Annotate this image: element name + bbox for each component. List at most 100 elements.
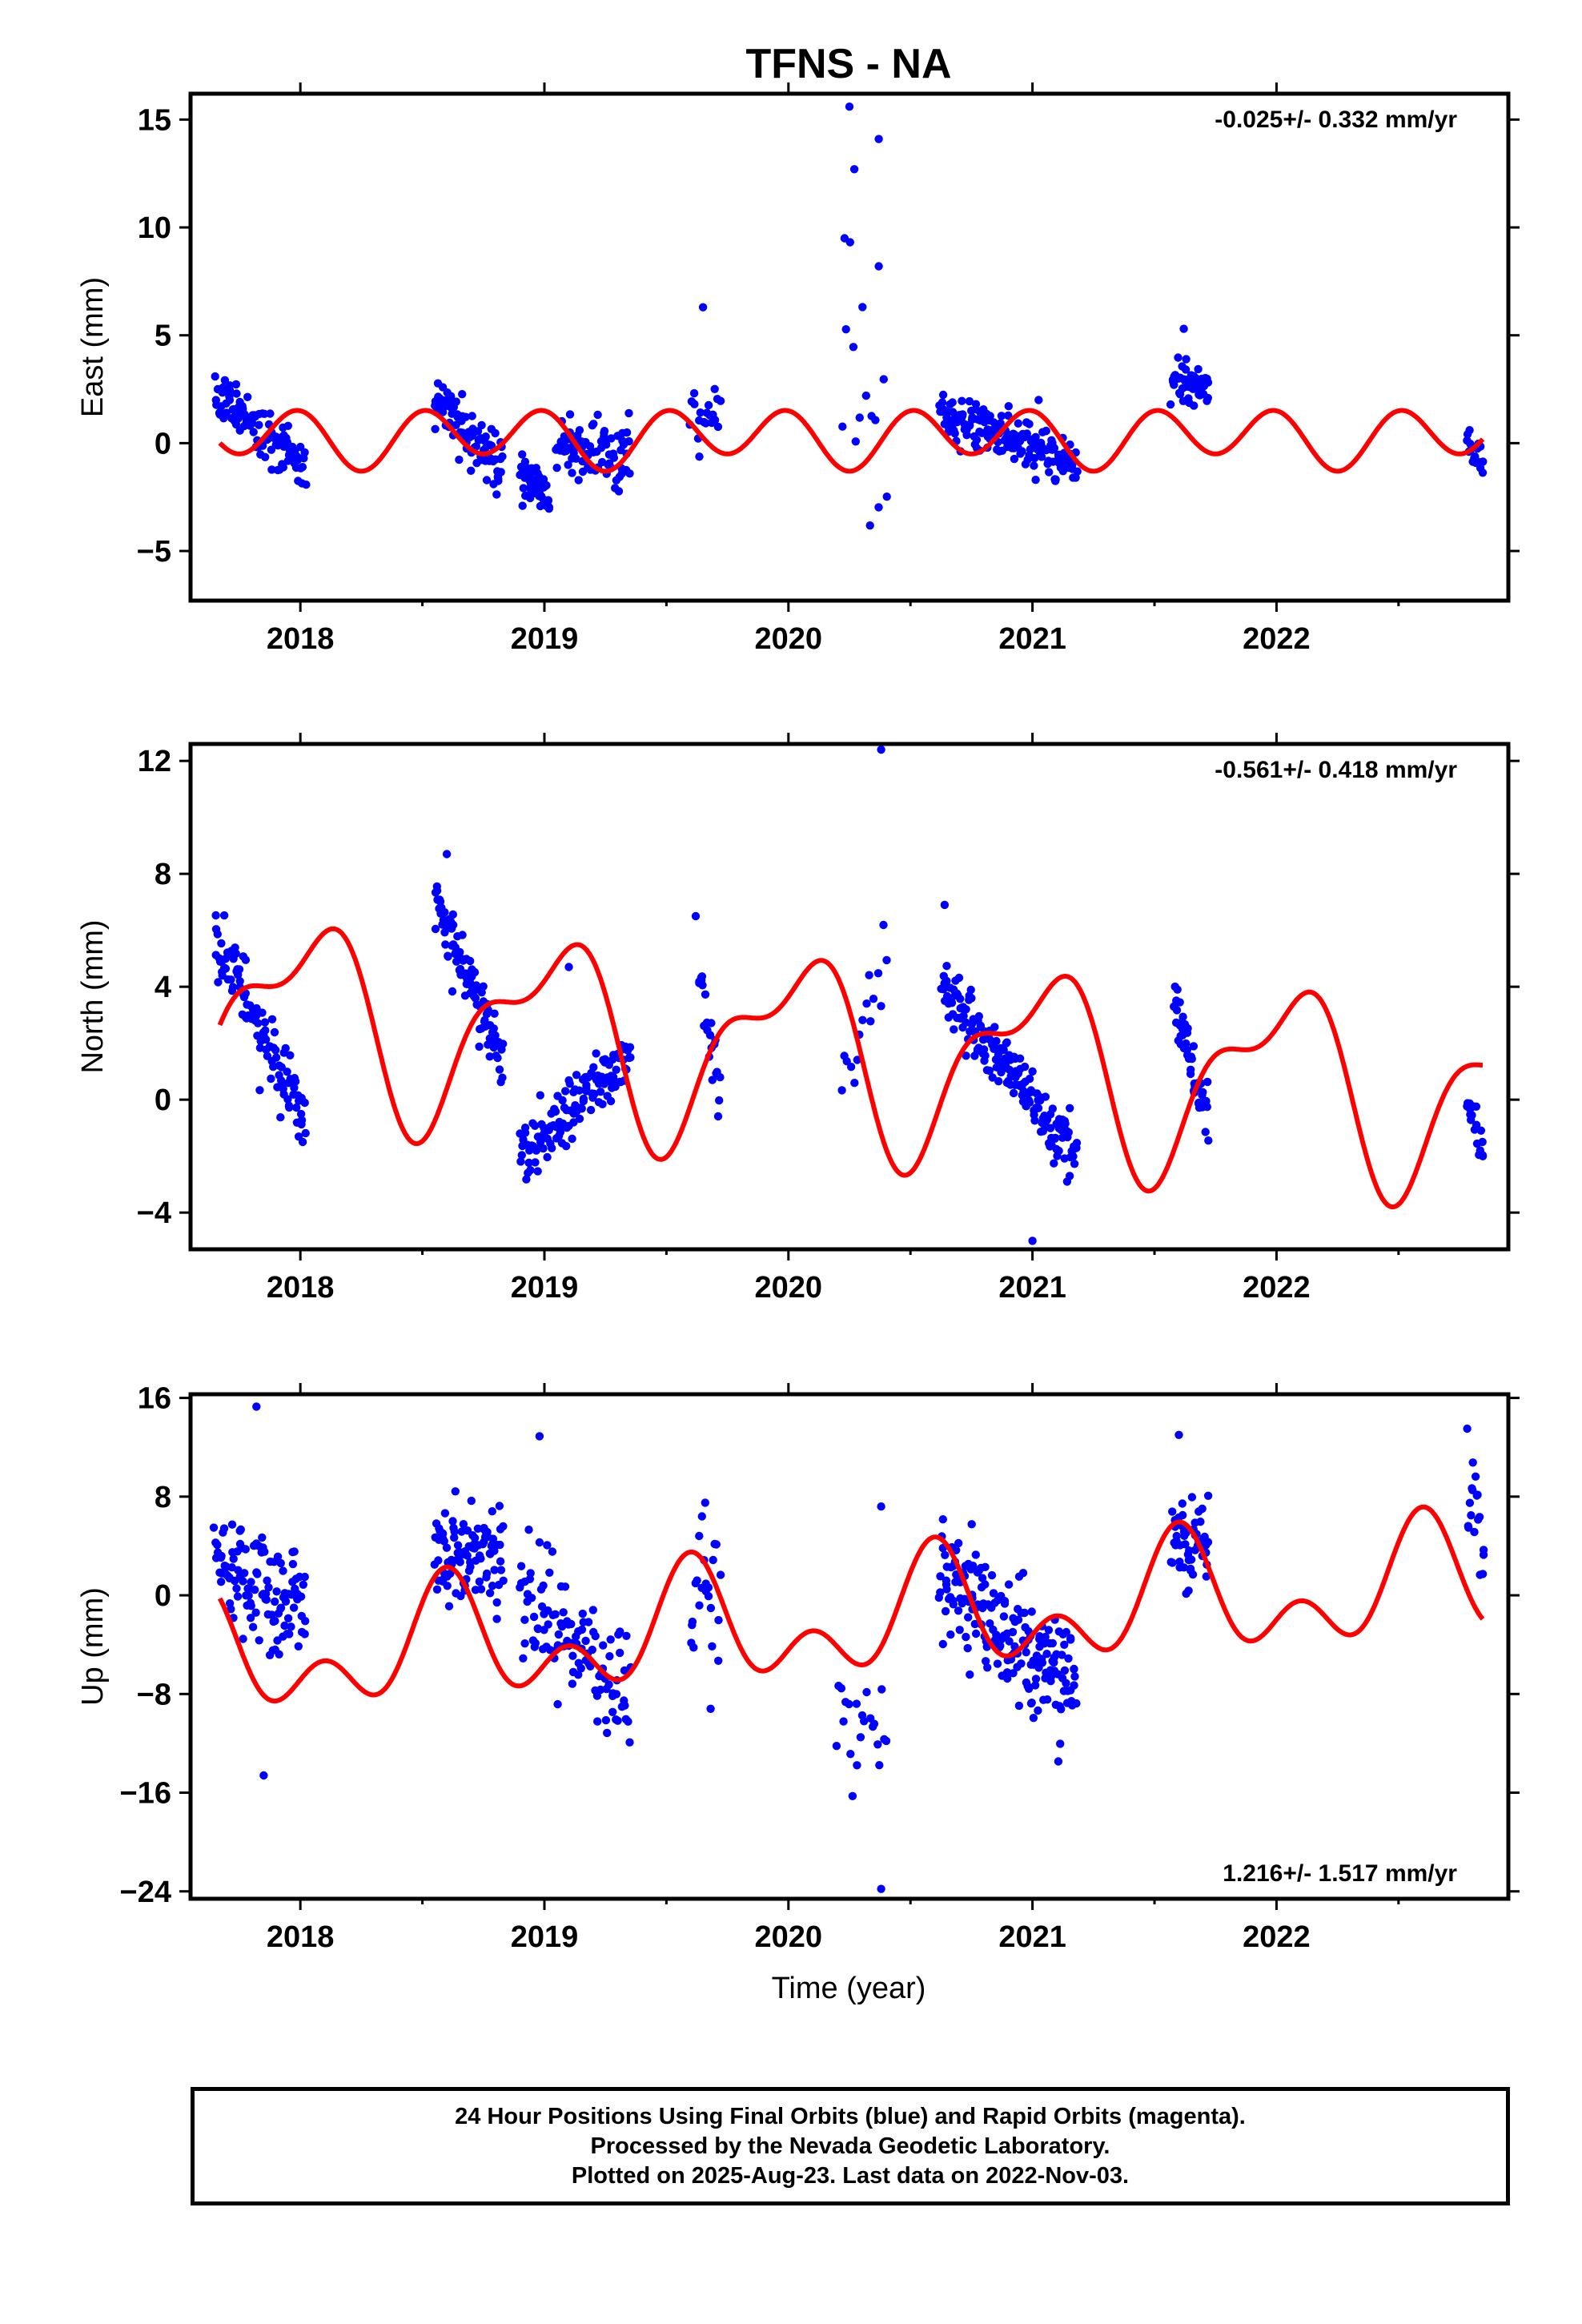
data-point [701,1498,709,1507]
data-point [714,1656,723,1665]
data-point [482,1569,492,1578]
data-point [986,1619,994,1628]
y-axis-label-up: Up (mm) [76,1587,110,1706]
data-point [267,1074,275,1084]
data-point [1063,1132,1072,1142]
data-point [1178,1510,1187,1520]
data-point [942,962,951,971]
data-point [470,967,480,977]
data-point [300,1630,309,1638]
data-point [877,745,885,754]
data-point [586,1105,596,1115]
data-point [471,994,480,1003]
data-point [1004,1580,1014,1589]
data-point [1048,1638,1058,1648]
data-point [493,1053,502,1063]
data-point [1179,324,1188,333]
data-point [296,1592,306,1601]
data-point [942,976,951,986]
data-point [622,428,632,437]
data-point [1034,1104,1043,1113]
data-point [1027,1607,1036,1616]
data-point [689,1643,698,1652]
data-point [882,493,891,501]
data-point [622,1631,631,1640]
data-point [535,1538,544,1547]
data-point [260,1547,269,1556]
data-point [569,1118,578,1127]
data-point [298,463,307,472]
data-point [479,982,488,991]
data-point [496,468,505,476]
data-point [709,1555,717,1565]
data-point [456,1558,464,1566]
frame-east [188,91,1511,603]
data-point [1468,1484,1476,1493]
data-point [519,1654,528,1663]
data-point [625,1043,635,1051]
data-point [211,372,219,381]
data-point [213,930,222,939]
data-point [1022,1648,1030,1657]
data-point [963,1643,972,1653]
data-point [1037,452,1046,461]
data-point [252,1402,261,1411]
data-point [1467,1511,1476,1520]
data-point [297,1116,307,1125]
data-point [955,1626,964,1634]
data-point [564,444,573,452]
x-tick-label: 2022 [1243,1920,1311,1954]
data-point [520,1615,529,1624]
data-point [1004,411,1013,420]
data-point [1008,1627,1018,1637]
data-point [564,460,572,469]
data-point [240,1569,249,1578]
data-point [468,412,476,420]
data-point [301,1617,310,1626]
data-point [453,1541,463,1550]
data-point [842,1057,851,1066]
data-point [713,1112,723,1121]
data-point [543,1152,552,1162]
data-point [576,1664,585,1673]
y-tick-label: 0 [155,1579,171,1613]
data-point [232,389,241,398]
data-point [1031,476,1040,485]
data-point [496,1557,505,1566]
data-point [466,1562,475,1571]
x-tick-label: 2018 [267,1920,335,1954]
data-point [283,421,292,430]
data-point [1479,1546,1488,1554]
data-point [608,449,618,458]
data-point [440,1537,448,1546]
data-point [1476,1126,1486,1136]
data-point [247,419,257,428]
data-point [865,521,874,530]
data-point [695,452,704,461]
data-point [1041,1632,1050,1642]
data-point [938,1639,948,1649]
data-point [954,1606,963,1615]
data-point [1199,1088,1207,1097]
data-point [873,1740,882,1749]
data-point [1029,1714,1038,1723]
panel-east: 2018 2019 2020 2021 2022 15 10 5 0 −5 East (mm) -0.… [76,82,1520,656]
data-point [301,1128,310,1138]
data-point [1002,1039,1011,1048]
data-point [982,1657,990,1666]
data-point [477,420,486,430]
data-point [846,1750,855,1759]
data-point [1185,1546,1194,1555]
data-point [526,1166,535,1175]
data-point [837,1086,846,1095]
data-point [856,1733,865,1742]
data-point [624,1717,632,1726]
data-point [520,1639,529,1648]
data-point [565,1080,574,1088]
footer-box: 24 Hour Positions Using Final Orbits (bl… [191,2087,1510,2205]
data-point [997,412,1006,420]
data-point [592,1049,600,1058]
data-point [270,1027,279,1037]
data-point [971,1550,981,1559]
data-point [441,940,450,949]
